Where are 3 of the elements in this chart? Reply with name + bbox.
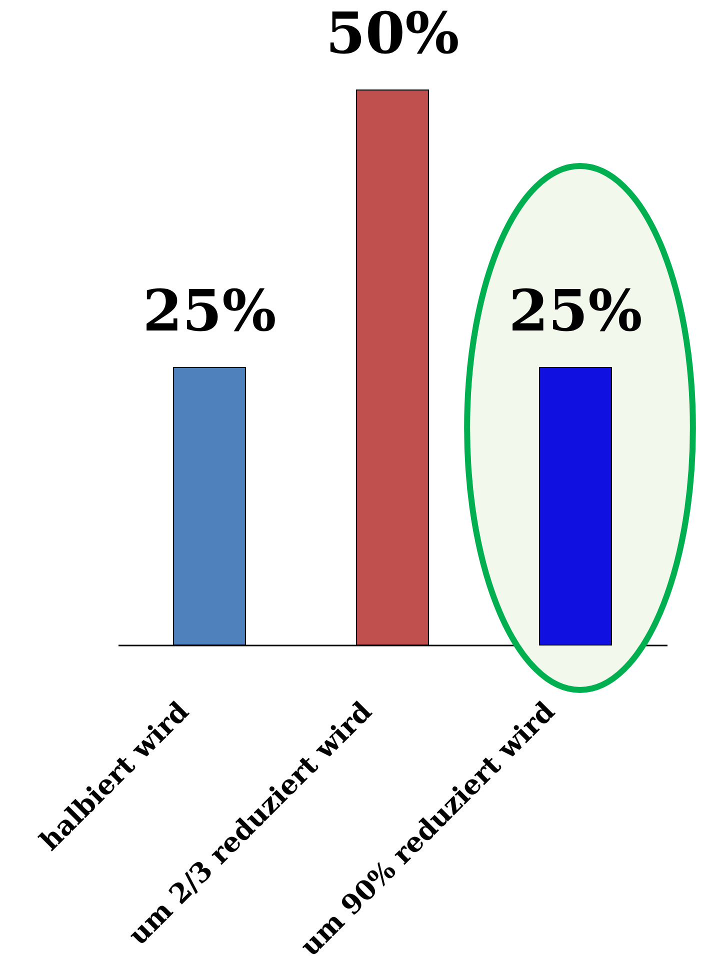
data-label: 25% xyxy=(508,278,642,344)
data-label: 50% xyxy=(326,0,460,67)
data-label: 25% xyxy=(142,278,276,344)
